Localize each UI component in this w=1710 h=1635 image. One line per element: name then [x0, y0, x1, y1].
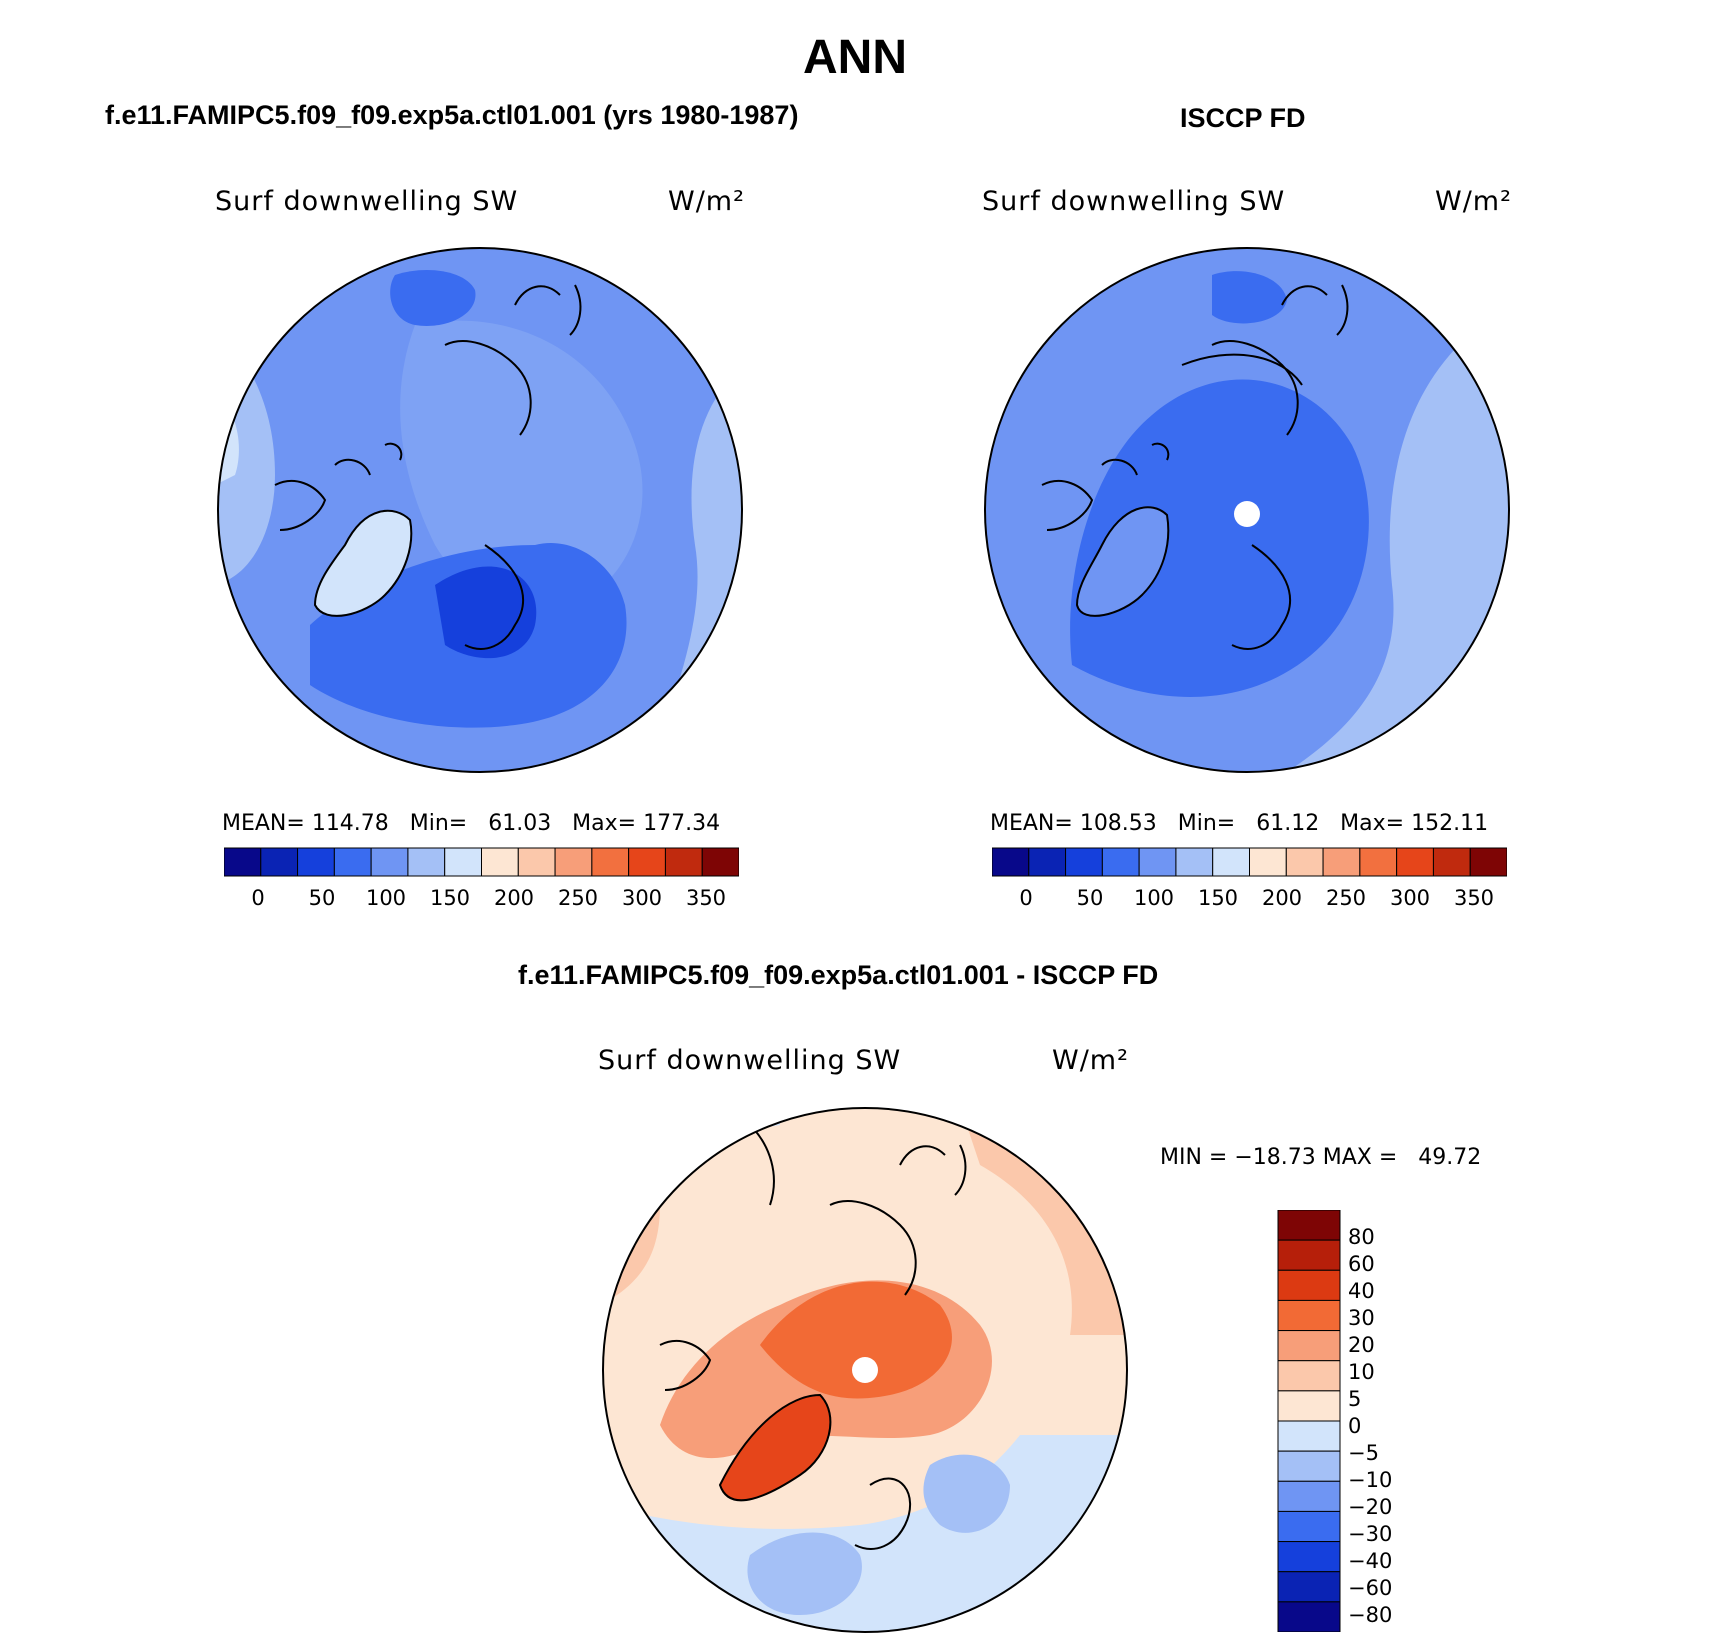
panel-title-diff: f.e11.FAMIPC5.f09_f09.exp5a.ctl01.001 - …: [518, 960, 1159, 990]
colorbar-swatch: [260, 847, 299, 877]
colorbar-tick: −30: [1348, 1522, 1393, 1546]
colorbar-swatch: [701, 847, 739, 877]
units-label-model: W/m²: [668, 186, 745, 217]
colorbar-swatch: [1432, 847, 1471, 877]
colorbar-swatch: [444, 847, 483, 877]
stats-label-model: MEAN= 114.78 Min= 61.03 Max= 177.34: [222, 811, 721, 836]
colorbar-swatch: [1277, 1330, 1341, 1362]
colorbar-swatch: [628, 847, 666, 877]
colorbar-swatch: [1277, 1390, 1341, 1422]
colorbar-tick: 0: [251, 886, 265, 910]
colorbar-tick: 20: [1348, 1333, 1375, 1357]
colorbar-ticks-obs: 0 50 100 150 200 250 300 350: [992, 886, 1507, 912]
colorbar-swatch: [1101, 847, 1140, 877]
colorbar-tick: 300: [1389, 886, 1431, 910]
colorbar-tick: 0: [1019, 886, 1033, 910]
stats-label-diff: MIN = −18.73 MAX = 49.72: [1160, 1145, 1482, 1170]
colorbar-swatch: [1277, 1541, 1341, 1573]
colorbar-tick: 5: [1348, 1387, 1362, 1411]
colorbar-tick: 30: [1348, 1306, 1375, 1330]
colorbar-swatch: [1277, 1571, 1341, 1603]
colorbar-swatch: [1322, 847, 1361, 877]
colorbar-swatch: [1277, 1269, 1341, 1301]
colorbar-tick: 50: [308, 886, 336, 910]
colorbar-tick: 250: [1325, 886, 1367, 910]
colorbar-tick: 200: [1261, 886, 1303, 910]
colorbar-swatch: [1396, 847, 1434, 877]
colorbar-swatch: [1277, 1239, 1341, 1271]
colorbar-swatch: [1277, 1601, 1341, 1632]
colorbar-swatch: [1277, 1299, 1341, 1332]
colorbar-swatch: [1028, 847, 1067, 877]
colorbar-tick: 10: [1348, 1360, 1375, 1384]
colorbar-swatch: [1277, 1480, 1341, 1512]
colorbar-swatch: [1277, 1360, 1341, 1392]
colorbar-tick: 150: [429, 886, 471, 910]
colorbar-tick: 50: [1076, 886, 1104, 910]
polar-map-obs: [984, 247, 1510, 773]
variable-label-obs: Surf downwelling SW: [982, 186, 1286, 217]
colorbar-tick: 250: [557, 886, 599, 910]
colorbar-swatch: [1175, 847, 1214, 877]
colorbar-tick: 100: [1133, 886, 1175, 910]
colorbar-swatch: [224, 847, 262, 877]
colorbar-swatch: [407, 847, 446, 877]
colorbar-tick: 150: [1197, 886, 1239, 910]
colorbar-diff: [1277, 1210, 1341, 1632]
colorbar-tick: −10: [1348, 1468, 1393, 1492]
colorbar-tick: −60: [1348, 1576, 1393, 1600]
colorbar-swatch: [1469, 847, 1507, 877]
colorbar-tick: −5: [1348, 1441, 1379, 1465]
colorbar-tick: −80: [1348, 1603, 1393, 1627]
panel-title-model: f.e11.FAMIPC5.f09_f09.exp5a.ctl01.001 (y…: [105, 100, 799, 130]
colorbar-tick: 60: [1348, 1252, 1375, 1276]
colorbar-swatch: [591, 847, 630, 877]
colorbar-swatch: [1249, 847, 1287, 877]
colorbar-swatch: [1359, 847, 1398, 877]
panel-title-obs: ISCCP FD: [1180, 103, 1306, 133]
units-label-obs: W/m²: [1435, 186, 1512, 217]
colorbar-tick: 0: [1348, 1414, 1362, 1438]
colorbar-swatch: [992, 847, 1030, 877]
colorbar-swatch: [1277, 1210, 1341, 1241]
colorbar-tick: −40: [1348, 1549, 1393, 1573]
stats-label-obs: MEAN= 108.53 Min= 61.12 Max= 152.11: [990, 811, 1489, 836]
colorbar-swatch: [1138, 847, 1177, 877]
colorbar-ticks-model: 0 50 100 150 200 250 300 350: [224, 886, 739, 912]
colorbar-tick: −20: [1348, 1495, 1393, 1519]
colorbar-swatch: [1212, 847, 1251, 877]
colorbar-swatch: [481, 847, 519, 877]
colorbar-swatch: [297, 847, 335, 877]
colorbar-swatch: [1277, 1420, 1341, 1452]
colorbar-swatch: [370, 847, 409, 877]
colorbar-tick: 350: [1453, 886, 1495, 910]
variable-label-diff: Surf downwelling SW: [598, 1045, 902, 1076]
colorbar-swatch: [554, 847, 593, 877]
colorbar-tick: 100: [365, 886, 407, 910]
colorbar-tick: 300: [621, 886, 663, 910]
main-title: ANN: [803, 31, 907, 84]
polar-map-model: [217, 247, 743, 773]
colorbar-swatch: [1285, 847, 1324, 877]
colorbar-ticks-diff: 80 60 40 30 20 10 5 0 −5 −10 −20 −30 −40…: [1348, 1210, 1418, 1632]
colorbar-swatch: [1277, 1450, 1341, 1482]
colorbar-swatch: [1277, 1510, 1341, 1543]
colorbar-swatch: [333, 847, 372, 877]
colorbar-swatch: [517, 847, 556, 877]
variable-label-model: Surf downwelling SW: [215, 186, 519, 217]
colorbar-tick: 80: [1348, 1225, 1375, 1249]
units-label-diff: W/m²: [1052, 1045, 1129, 1076]
colorbar-tick: 200: [493, 886, 535, 910]
colorbar-tick: 350: [685, 886, 727, 910]
colorbar-swatch: [1065, 847, 1103, 877]
colorbar-tick: 40: [1348, 1279, 1375, 1303]
polar-map-diff: [602, 1107, 1128, 1633]
colorbar-obs: [992, 847, 1507, 877]
colorbar-swatch: [664, 847, 703, 877]
colorbar-model: [224, 847, 739, 877]
